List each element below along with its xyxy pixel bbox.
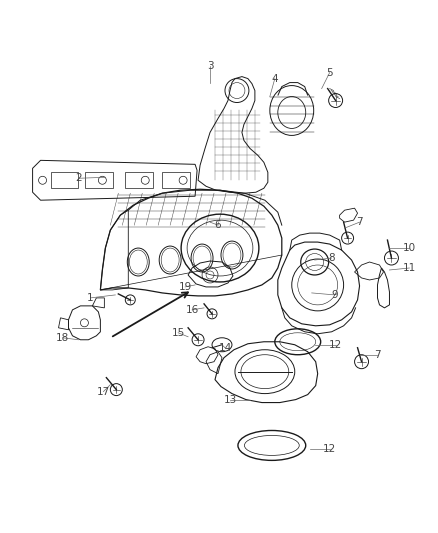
Text: 9: 9 — [331, 290, 338, 300]
Text: 13: 13 — [223, 394, 237, 405]
Text: 7: 7 — [356, 217, 363, 227]
Text: 16: 16 — [185, 305, 199, 315]
Text: 5: 5 — [326, 68, 333, 78]
Text: 3: 3 — [207, 61, 213, 71]
Text: 7: 7 — [374, 350, 381, 360]
Text: 10: 10 — [403, 243, 416, 253]
Text: 15: 15 — [172, 328, 185, 338]
Text: 19: 19 — [178, 282, 192, 292]
Text: 14: 14 — [219, 343, 232, 353]
Text: 18: 18 — [56, 333, 69, 343]
Text: 1: 1 — [87, 293, 94, 303]
Text: 2: 2 — [75, 173, 82, 183]
Text: 6: 6 — [215, 220, 221, 230]
Text: 17: 17 — [97, 386, 110, 397]
Text: 12: 12 — [323, 445, 336, 455]
Text: 8: 8 — [328, 253, 335, 263]
Text: 12: 12 — [329, 340, 342, 350]
Text: 4: 4 — [272, 74, 278, 84]
Text: 11: 11 — [403, 263, 416, 273]
